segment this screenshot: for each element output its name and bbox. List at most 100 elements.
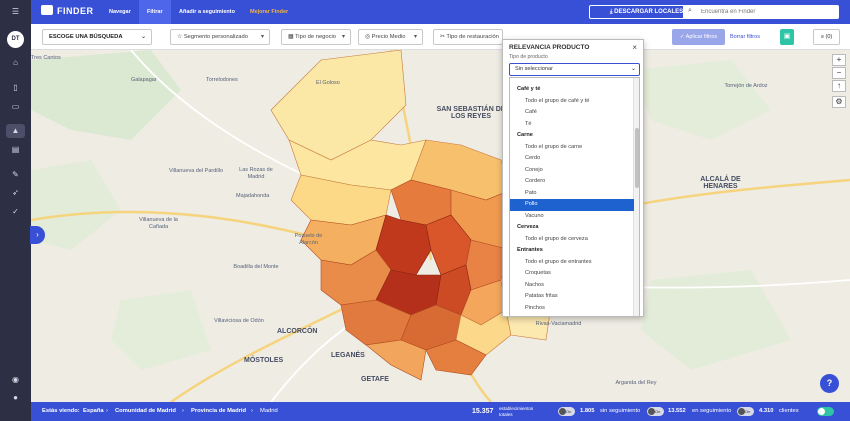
save-button[interactable]: ▣ (780, 29, 794, 45)
search-icon: ⌕ (688, 7, 692, 14)
floppy-icon: ▣ (783, 33, 791, 40)
home-icon[interactable]: ⌂ (13, 58, 18, 67)
cart-count: (0) (825, 34, 833, 40)
business-type-select[interactable]: ▦ Tipo de negocio ▾ (281, 29, 351, 45)
help-button[interactable]: ? (820, 374, 839, 393)
toggle-label: On (745, 409, 751, 414)
option-item[interactable]: Pato (525, 189, 537, 196)
nav-mejorar[interactable]: Mejorar Finder (250, 9, 289, 15)
viewing-label: Estás viendo: (42, 408, 80, 414)
option-item[interactable]: Todo el grupo de carne (525, 143, 583, 150)
option-item[interactable]: Todo el grupo de cerveza (525, 235, 588, 242)
option-item[interactable]: Nachos (525, 281, 544, 288)
zoom-in-button[interactable]: + (832, 54, 846, 66)
apply-filters-button[interactable]: ✓ Aplicar filtros (672, 29, 725, 45)
rocket-icon[interactable]: ➶ (12, 188, 19, 197)
chevron-right-icon: › (182, 408, 184, 414)
map-icon[interactable]: ▲ (6, 124, 25, 138)
map-label: Villaviciosa de Odón (214, 318, 264, 324)
chat-icon[interactable]: ● (13, 393, 18, 402)
option-item[interactable]: Café (525, 109, 537, 115)
map-label: Galapagar (131, 77, 157, 83)
option-item[interactable]: Té (525, 120, 532, 127)
stat-label: en seguimiento (692, 408, 732, 414)
expand-panel-button[interactable]: › (30, 226, 45, 244)
panel-subtitle: Tipo de producto (509, 54, 548, 60)
support-icon[interactable]: ◉ (12, 375, 19, 384)
app-name: FINDER (57, 6, 94, 16)
avg-price-select[interactable]: ◎ Precio Medio ▾ (358, 29, 423, 45)
stat-label: sin seguimiento (600, 408, 641, 414)
map-label: Tres Cantos (31, 55, 61, 61)
toggle-knob (559, 408, 566, 415)
star-icon: ☆ (177, 34, 184, 40)
menu-icon[interactable]: ☰ (11, 7, 20, 16)
option-group-header: Carne (517, 132, 533, 138)
product-type-select[interactable]: Sin seleccionar ⌄ (509, 63, 640, 76)
option-item[interactable]: Conejo (525, 166, 543, 173)
map-label: SAN SEBASTIÁN DE LOS REYES (436, 106, 506, 120)
business-type-label: Tipo de negocio (294, 34, 337, 40)
close-icon[interactable]: × (632, 43, 637, 52)
option-item[interactable]: Cordero (525, 178, 546, 184)
coin-icon: ◎ (365, 34, 372, 40)
avg-price-label: Precio Medio (371, 34, 406, 40)
total-label: establecimientos totales (499, 406, 534, 417)
restaurant-type-select[interactable]: ✂ Tipo de restauración (433, 29, 503, 45)
nav-filtrar[interactable]: Filtrar (139, 0, 171, 24)
zoom-out-button[interactable]: − (832, 67, 846, 79)
map-canvas[interactable]: Tres Cantos Torrelodones Galapagar El Go… (31, 50, 850, 402)
card-icon[interactable]: ▭ (11, 102, 20, 111)
top-bar: FINDER Navegar Filtrar Añadir a seguimie… (31, 0, 850, 24)
toggle-knob (818, 408, 825, 415)
toggle-clientes[interactable]: On (737, 407, 754, 416)
apply-label: Aplicar filtros (685, 34, 718, 40)
green-area (31, 50, 181, 140)
pin-icon[interactable]: ✎ (12, 170, 19, 179)
settings-gear-icon[interactable]: ⚙ (832, 96, 846, 108)
cart-button[interactable]: ≡ (0) (813, 29, 840, 45)
scrollbar-thumb[interactable] (635, 128, 639, 188)
avatar[interactable]: DT (7, 31, 24, 48)
restaurant-type-label: Tipo de restauración (446, 34, 500, 40)
download-label: DESCARGAR LOCALES (614, 9, 684, 15)
toggle-sin-seguimiento[interactable]: On (558, 407, 575, 416)
option-item[interactable]: Patatas fritas (525, 293, 558, 299)
map-label: Torrelodones (206, 77, 238, 83)
breadcrumb-item[interactable]: Provincia de Madrid (191, 408, 247, 414)
search-input[interactable] (701, 7, 831, 17)
option-item[interactable]: Vacuno (525, 212, 544, 219)
check-icon[interactable]: ✓ (12, 207, 19, 216)
search-box[interactable]: ⌕ (683, 5, 839, 19)
green-area (641, 270, 791, 370)
nav-seguimiento[interactable]: Añadir a seguimiento (179, 9, 235, 15)
breadcrumb-current: Madrid (260, 408, 278, 414)
storefront-icon: ▦ (288, 34, 295, 40)
map-label: ALCORCÓN (277, 328, 318, 335)
toggle-label: On (655, 409, 661, 414)
breadcrumb-item[interactable]: Comunidad de Madrid (115, 408, 176, 414)
scrollbar[interactable] (633, 78, 639, 316)
breadcrumb-item[interactable]: España (83, 408, 104, 414)
clear-filters-button[interactable]: Borrar filtros (730, 34, 760, 40)
toggle-en-seguimiento[interactable]: On (647, 407, 664, 416)
clipboard-icon[interactable]: ▤ (11, 145, 20, 154)
option-item[interactable]: Pinchos (525, 304, 545, 311)
compass-icon[interactable]: ↑ (832, 80, 846, 92)
segment-select[interactable]: ☆ Segmento personalizado ▾ (170, 29, 270, 45)
green-area (631, 60, 771, 140)
stat-value: 1.805 (580, 408, 595, 414)
saved-search-select[interactable]: ESCOGE UNA BÚSQUEDA ⌄ (42, 29, 152, 45)
option-item[interactable]: Pollo (510, 199, 634, 211)
option-item[interactable]: Todo el grupo de café y té (525, 97, 590, 104)
district-shape (425, 339, 487, 376)
nav-navegar[interactable]: Navegar (109, 9, 131, 15)
option-item[interactable]: Cerdo (525, 155, 541, 161)
option-item[interactable]: Todo el grupo de entrantes (525, 258, 592, 265)
document-icon[interactable]: ▯ (13, 83, 18, 92)
product-options-list[interactable]: Café y té Todo el grupo de café y té Café T… (509, 77, 640, 317)
chevron-right-icon: › (36, 230, 39, 239)
toggle-layer[interactable] (817, 407, 834, 416)
app-logo[interactable]: FINDER (41, 5, 94, 16)
option-item[interactable]: Croquetas (525, 270, 551, 276)
